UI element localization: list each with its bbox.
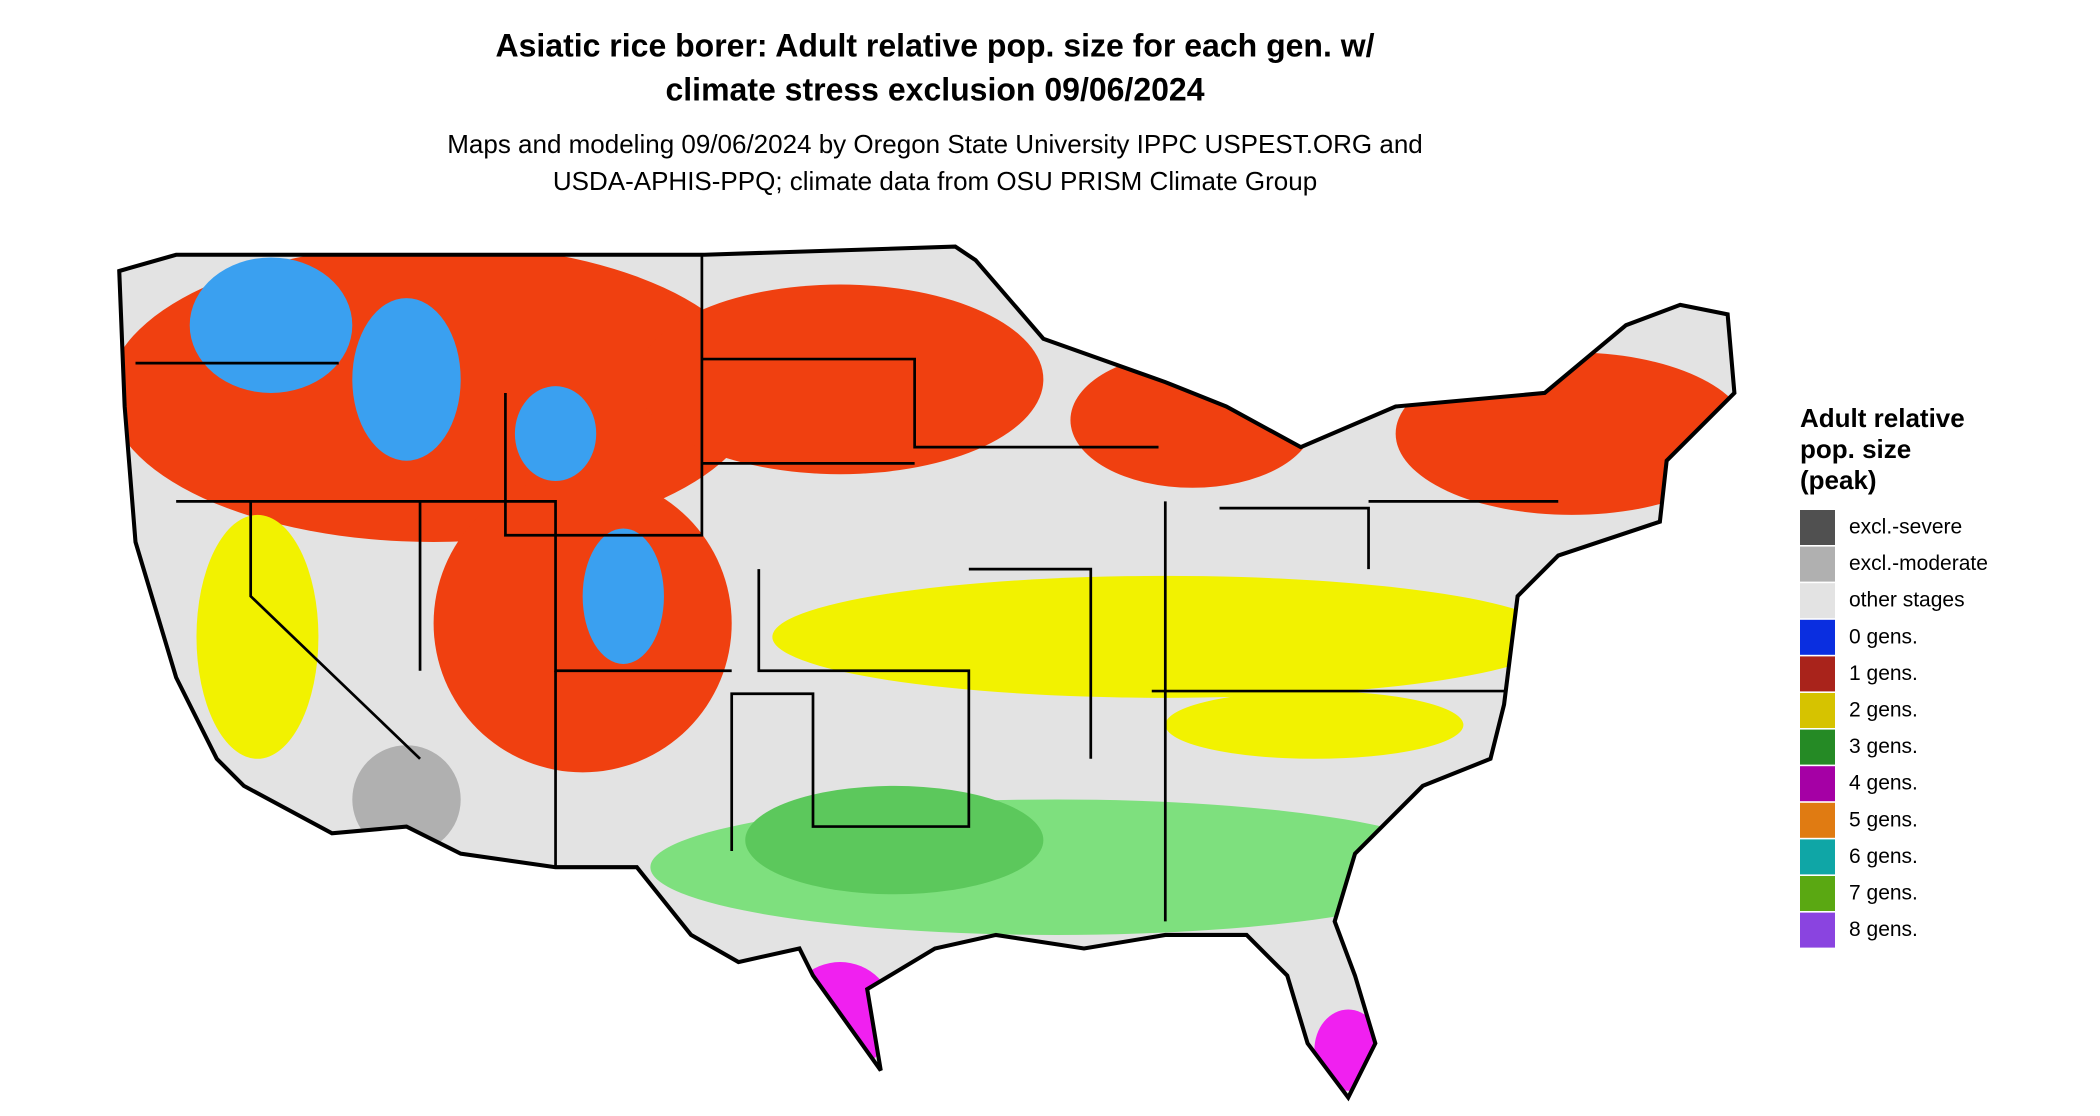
subtitle-line: Maps and modeling 09/06/2024 by Oregon S…: [447, 129, 1423, 159]
legend-label: excl.-moderate: [1849, 552, 1988, 575]
legend-title: pop. size: [1800, 434, 1911, 464]
legend-label: 7 gens.: [1849, 882, 1918, 905]
legend-label: 3 gens.: [1849, 735, 1918, 758]
legend-swatch: [1800, 912, 1835, 948]
legend-swatch: [1800, 510, 1835, 545]
legend-swatch: [1800, 839, 1835, 875]
legend-label: 6 gens.: [1849, 845, 1918, 868]
legend-label: other stages: [1849, 589, 1965, 612]
legend-label: 2 gens.: [1849, 699, 1918, 722]
subtitle-line: USDA-APHIS-PPQ; climate data from OSU PR…: [553, 166, 1317, 196]
title-line: climate stress exclusion 09/06/2024: [665, 71, 1204, 107]
title-line: Asiatic rice borer: Adult relative pop. …: [495, 27, 1374, 63]
legend-swatch: [1800, 802, 1835, 838]
legend-title: (peak): [1800, 465, 1877, 495]
legend-label: 8 gens.: [1849, 918, 1918, 941]
legend-swatch: [1800, 876, 1835, 911]
legend-title: Adult relative: [1800, 403, 1965, 433]
legend-swatch: [1800, 693, 1835, 728]
legend-label: 1 gens.: [1849, 662, 1918, 685]
legend-swatch: [1800, 546, 1835, 582]
legend-label: excl.-severe: [1849, 516, 1962, 539]
legend-label: 0 gens.: [1849, 625, 1918, 648]
legend-label: 5 gens.: [1849, 808, 1918, 831]
legend-swatch: [1800, 619, 1835, 655]
legend-label: 4 gens.: [1849, 772, 1918, 795]
legend-swatch: [1800, 583, 1835, 619]
legend-swatch: [1800, 766, 1835, 802]
legend-swatch: [1800, 656, 1835, 692]
legend-swatch: [1800, 729, 1835, 765]
